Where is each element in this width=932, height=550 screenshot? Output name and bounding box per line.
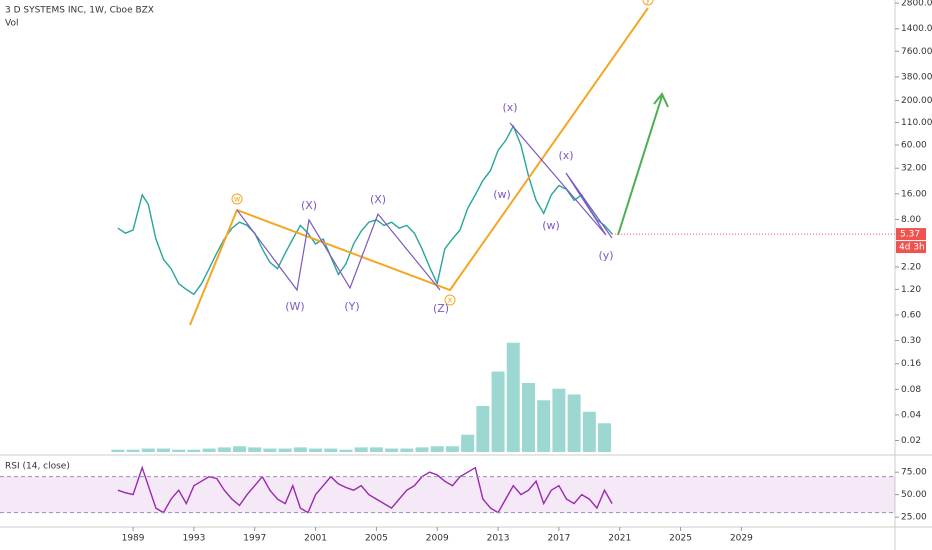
volume-bar — [126, 449, 140, 452]
wave-label: x — [448, 296, 453, 305]
last-price-label: 5.37 — [900, 230, 920, 240]
volume-bar — [339, 449, 353, 452]
y-tick-label: 1.20 — [901, 285, 921, 295]
drawings: w (W) (X) (Y) (X) (Z) x (w) (x) (x) (w) … — [189, 0, 669, 326]
last-price-box — [896, 228, 926, 241]
y-tick-label: 32.00 — [901, 164, 927, 174]
y-tick-label: 0.30 — [901, 336, 921, 346]
volume-bar — [202, 448, 216, 452]
symbol-title: 3 D SYSTEMS INC, 1W, Cboe BZX — [5, 6, 154, 16]
volume-bar — [415, 447, 429, 452]
y-tick-label: 2.20 — [901, 263, 921, 273]
rsi-label: RSI (14, close) — [5, 462, 70, 472]
y-tick-label: 0.04 — [901, 410, 921, 420]
volume-bar — [156, 448, 170, 452]
wave-label: (Z) — [433, 302, 449, 315]
wave-label: w — [234, 195, 241, 204]
y-tick-label: 25.00 — [901, 513, 927, 523]
wave-label: (x) — [502, 101, 517, 114]
volume-bar — [521, 383, 535, 452]
rsi-band — [0, 476, 895, 513]
x-tick-label: 1993 — [182, 534, 205, 544]
volume-bar — [263, 448, 277, 452]
wave-label: (W) — [285, 300, 304, 313]
volume-bar — [506, 342, 520, 452]
y-tick-label: 1400.00 — [901, 24, 932, 34]
volume-bar — [248, 447, 262, 452]
volume-bar — [537, 400, 551, 452]
wave-label: y — [646, 0, 651, 5]
arrow-head — [653, 92, 669, 108]
volume-bar — [354, 447, 368, 452]
volume-bar — [141, 448, 155, 452]
x-tick-label: 2021 — [608, 534, 631, 544]
wave-line — [189, 7, 649, 326]
volume-bar — [461, 434, 475, 452]
volume-bar — [293, 447, 307, 452]
y-tick-label: 0.16 — [901, 359, 921, 369]
x-tick-label: 2009 — [426, 534, 449, 544]
volume-bar — [582, 411, 596, 452]
x-tick-label: 1997 — [243, 534, 266, 544]
volume-bar — [567, 394, 581, 452]
arrow-line — [617, 95, 663, 236]
y-tick-label: 200.00 — [901, 96, 932, 106]
volume-bar — [445, 446, 459, 452]
x-tick-label: 2025 — [669, 534, 692, 544]
volume-bar — [187, 449, 201, 452]
wave-circle — [231, 193, 243, 205]
x-tick-label: 1989 — [122, 534, 145, 544]
volume-bar — [400, 448, 414, 452]
volume-bar — [552, 388, 566, 452]
volume-bar — [233, 446, 247, 452]
volume-bar — [491, 371, 505, 452]
price-line — [117, 124, 613, 296]
y-tick-label: 380.00 — [901, 72, 932, 82]
wave-line — [236, 209, 441, 292]
countdown-box — [896, 241, 926, 254]
volume-label: Vol — [5, 19, 18, 29]
volume-bar — [111, 449, 125, 452]
volume-bar — [430, 446, 444, 452]
x-tick-label: 2013 — [487, 534, 510, 544]
volume-bar — [324, 448, 338, 452]
wave-circle — [642, 0, 654, 6]
volume-bar — [172, 449, 186, 452]
wave-label: (X) — [370, 193, 386, 206]
wave-label: (y) — [598, 249, 613, 262]
y-tick-label: 2800.00 — [901, 0, 932, 9]
y-tick-label: 760.00 — [901, 47, 932, 57]
x-tick-label: 2029 — [730, 534, 753, 544]
volume-bar — [369, 447, 383, 452]
y-tick-label: 0.08 — [901, 385, 921, 395]
wave-label: (w) — [493, 188, 511, 201]
y-tick-label: 0.60 — [901, 310, 921, 320]
y-tick-label: 16.00 — [901, 189, 927, 199]
wave-label: (X) — [301, 199, 317, 212]
x-tick-label: 2017 — [547, 534, 570, 544]
y-tick-label: 0.02 — [901, 436, 921, 446]
volume-bar — [309, 448, 323, 452]
wave-label: (Y) — [344, 300, 359, 313]
y-tick-label: 8.00 — [901, 215, 921, 225]
volume-bar — [476, 406, 490, 452]
countdown-label: 4d 3h — [899, 243, 925, 253]
y-tick-label: 75.00 — [901, 468, 927, 478]
y-tick-label: 110.00 — [901, 118, 932, 128]
price-line — [117, 465, 613, 514]
wave-label: (x) — [558, 149, 573, 162]
y-tick-label: 60.00 — [901, 140, 927, 150]
wave-label: (w) — [542, 219, 560, 232]
volume-bar — [217, 447, 231, 452]
volume-bar — [278, 448, 292, 452]
wave-line — [509, 122, 613, 239]
volume-bar — [385, 448, 399, 452]
y-tick-label: 50.00 — [901, 490, 927, 500]
wave-circle — [444, 294, 456, 306]
x-tick-label: 2001 — [304, 534, 327, 544]
volume-bar — [598, 423, 612, 452]
x-tick-label: 2005 — [365, 534, 388, 544]
